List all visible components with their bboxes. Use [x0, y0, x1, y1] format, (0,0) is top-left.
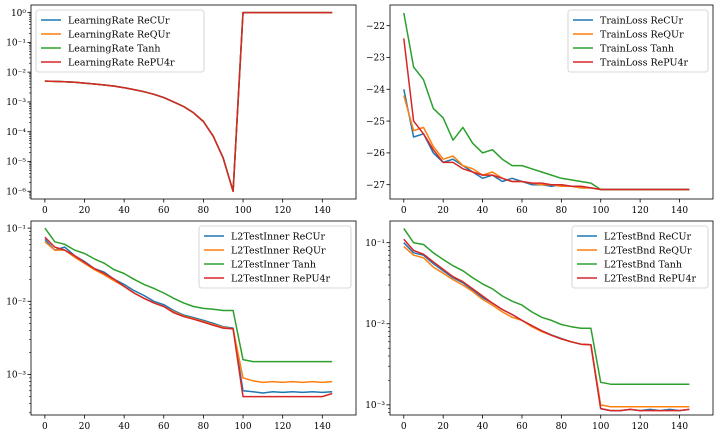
- legend-label: LearningRate RePU4r: [68, 57, 175, 68]
- legend: L2TestBnd ReCUr L2TestBnd ReQUr L2TestBnd …: [571, 225, 709, 289]
- y-tick-label: 10⁻⁶: [6, 187, 26, 197]
- series-line-repu4r: [403, 38, 690, 191]
- x-tick-label: 100: [234, 422, 251, 432]
- series-line-repu4r: [403, 238, 690, 412]
- y-tick-label: −22: [366, 22, 385, 32]
- legend-box: [571, 225, 709, 289]
- y-tick-label: −25: [366, 117, 385, 127]
- x-tick-label: 40: [477, 206, 489, 216]
- x-tick-label: 60: [158, 422, 170, 432]
- y-tick-label: −24: [366, 85, 385, 95]
- x-tick-label: 80: [556, 422, 568, 432]
- legend: L2TestInner ReCUr L2TestInner ReQUr L2Test…: [198, 225, 352, 289]
- legend-label: L2TestInner ReCUr: [231, 231, 325, 242]
- x-tick-label: 40: [118, 206, 130, 216]
- legend-label: L2TestBnd ReQUr: [604, 245, 692, 256]
- x-tick-label: 20: [79, 422, 91, 432]
- subplot-l2-test-inner: 0 20 40 60 80 100 120 140 10⁻³ 10⁻² 10⁻¹ L2TestInne…: [6, 220, 357, 432]
- legend: TrainLoss ReCUr TrainLoss ReQUr TrainLoss …: [567, 9, 709, 73]
- x-tick-label: 80: [198, 206, 210, 216]
- legend-box: [35, 9, 205, 73]
- legend-label: TrainLoss RePU4r: [600, 57, 689, 68]
- y-tick-label: 10⁻⁵: [6, 158, 26, 168]
- y-tick-label: 10⁻³: [6, 98, 26, 108]
- y-tick-label: 10⁰: [11, 9, 26, 19]
- legend-label: L2TestInner Tanh: [231, 259, 316, 270]
- x-tick-label: 80: [198, 422, 210, 432]
- x-tick-label: 120: [274, 422, 291, 432]
- y-tick-label: 10⁻³: [365, 401, 385, 411]
- x-tick-label: 140: [671, 422, 688, 432]
- series-line-repu4r: [44, 11, 333, 193]
- y-tick-label: 10⁻⁴: [6, 128, 26, 138]
- legend-label: L2TestBnd ReCUr: [604, 231, 692, 242]
- x-tick-label: 80: [556, 206, 568, 216]
- x-tick-label: 60: [516, 206, 528, 216]
- series-group: [403, 12, 690, 191]
- legend: LearningRate ReCUr LearningRate ReQUr Lear…: [35, 9, 205, 73]
- x-tick-label: 0: [401, 206, 407, 216]
- x-tick-label: 100: [234, 206, 251, 216]
- x-tick-label: 20: [437, 206, 449, 216]
- x-tick-label: 100: [592, 422, 609, 432]
- x-tick-label: 60: [158, 206, 170, 216]
- x-tick-label: 120: [274, 206, 291, 216]
- legend-label: TrainLoss ReQUr: [600, 29, 684, 40]
- subplot-learning-rate: 0 20 40 60 80 100 120 140 10⁻⁶ 10⁻⁵ 10⁻⁴ 10⁻³ 10⁻² 10…: [6, 4, 357, 216]
- y-tick-label: −26: [366, 149, 385, 159]
- y-tick-label: 10⁻¹: [6, 224, 26, 234]
- x-tick-label: 140: [671, 206, 688, 216]
- legend-label: LearningRate Tanh: [68, 43, 161, 54]
- x-tick-label: 140: [314, 206, 331, 216]
- subplot-l2-test-bnd: 0 20 40 60 80 100 120 140 10⁻³ 10⁻² 10⁻¹ L2TestBnd …: [365, 220, 714, 432]
- y-tick-label: 10⁻¹: [365, 239, 385, 249]
- series-group: [403, 227, 690, 412]
- legend-label: L2TestInner RePU4r: [231, 273, 330, 284]
- y-tick-label: 10⁻²: [6, 68, 26, 78]
- legend-label: LearningRate ReCUr: [68, 15, 170, 26]
- legend-label: L2TestInner ReQUr: [231, 245, 326, 256]
- legend-box: [198, 225, 352, 289]
- x-tick-label: 0: [401, 422, 407, 432]
- series-group: [44, 11, 333, 193]
- legend-label: LearningRate ReQUr: [68, 29, 171, 40]
- x-tick-label: 60: [516, 422, 528, 432]
- x-tick-label: 0: [42, 206, 48, 216]
- y-tick-label: −23: [366, 54, 385, 64]
- series-line-tanh: [44, 227, 333, 363]
- legend-label: TrainLoss ReCUr: [600, 15, 684, 26]
- subplot-train-loss: 0 20 40 60 80 100 120 140 −27 −26 −25 −24 −23 −22 Trai…: [366, 4, 714, 216]
- series-line-tanh: [403, 227, 690, 385]
- y-tick-label: 10⁻³: [6, 371, 26, 381]
- x-tick-label: 140: [314, 422, 331, 432]
- x-tick-label: 40: [118, 422, 130, 432]
- y-tick-label: −27: [366, 181, 385, 191]
- legend-label: L2TestBnd Tanh: [604, 259, 682, 270]
- x-tick-label: 120: [632, 206, 649, 216]
- series-line-repu4r: [44, 236, 333, 398]
- x-tick-label: 20: [437, 422, 449, 432]
- series-group: [44, 227, 333, 398]
- x-tick-label: 20: [79, 206, 91, 216]
- legend-label: TrainLoss Tanh: [600, 43, 674, 54]
- y-tick-label: 10⁻²: [6, 298, 26, 308]
- x-tick-label: 40: [477, 422, 489, 432]
- y-tick-label: 10⁻²: [365, 320, 385, 330]
- legend-label: L2TestBnd RePU4r: [604, 273, 697, 284]
- legend-box: [567, 9, 709, 73]
- x-tick-label: 120: [632, 422, 649, 432]
- y-tick-label: 10⁻¹: [6, 39, 26, 49]
- x-tick-label: 100: [592, 206, 609, 216]
- x-tick-label: 0: [42, 422, 48, 432]
